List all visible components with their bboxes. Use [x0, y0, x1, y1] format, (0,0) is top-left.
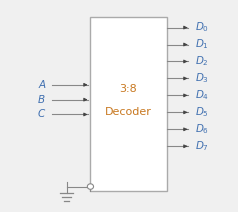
Text: B: B [38, 95, 45, 105]
Text: $D_{5}$: $D_{5}$ [195, 105, 209, 119]
Text: Decoder: Decoder [105, 107, 152, 117]
Text: C: C [38, 109, 45, 120]
Text: $D_{1}$: $D_{1}$ [195, 38, 209, 52]
Text: $D_{7}$: $D_{7}$ [195, 139, 209, 153]
Text: $D_{0}$: $D_{0}$ [195, 21, 209, 35]
Text: 3:8: 3:8 [120, 84, 137, 94]
Text: A: A [38, 80, 45, 90]
Text: $D_{4}$: $D_{4}$ [195, 88, 209, 102]
Text: $D_{3}$: $D_{3}$ [195, 71, 209, 85]
Text: $D_{6}$: $D_{6}$ [195, 122, 209, 136]
Text: $D_{2}$: $D_{2}$ [195, 54, 209, 68]
Circle shape [87, 184, 94, 189]
Bar [90, 17, 167, 191]
